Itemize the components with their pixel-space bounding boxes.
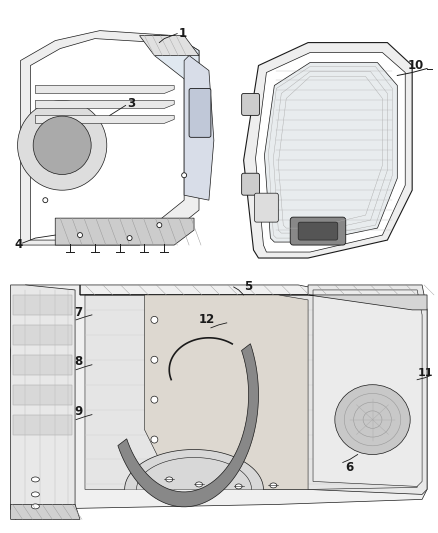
- Polygon shape: [255, 53, 405, 252]
- Ellipse shape: [151, 317, 158, 324]
- Ellipse shape: [32, 477, 39, 482]
- Polygon shape: [11, 504, 80, 519]
- Polygon shape: [313, 290, 422, 487]
- Ellipse shape: [335, 385, 410, 455]
- FancyBboxPatch shape: [242, 173, 259, 195]
- Text: 12: 12: [199, 313, 215, 326]
- Ellipse shape: [43, 198, 48, 203]
- Polygon shape: [308, 285, 427, 495]
- Polygon shape: [13, 415, 72, 434]
- Text: 11: 11: [418, 368, 434, 378]
- Polygon shape: [55, 218, 194, 245]
- Polygon shape: [154, 36, 199, 91]
- Ellipse shape: [151, 356, 158, 364]
- Ellipse shape: [195, 482, 202, 487]
- Polygon shape: [13, 295, 72, 315]
- Ellipse shape: [235, 484, 242, 489]
- Ellipse shape: [151, 396, 158, 403]
- Ellipse shape: [33, 116, 91, 174]
- FancyBboxPatch shape: [189, 88, 211, 138]
- Ellipse shape: [78, 232, 82, 238]
- FancyBboxPatch shape: [242, 93, 259, 116]
- Ellipse shape: [270, 483, 277, 488]
- Polygon shape: [11, 285, 75, 510]
- Ellipse shape: [157, 223, 162, 228]
- Ellipse shape: [32, 492, 39, 497]
- Polygon shape: [35, 116, 174, 123]
- Polygon shape: [13, 325, 72, 345]
- Ellipse shape: [18, 100, 107, 190]
- Polygon shape: [85, 295, 417, 489]
- Polygon shape: [13, 385, 72, 405]
- Polygon shape: [21, 30, 199, 245]
- FancyBboxPatch shape: [254, 193, 278, 222]
- Text: 9: 9: [74, 405, 82, 418]
- Ellipse shape: [127, 236, 132, 240]
- Text: 4: 4: [14, 238, 23, 251]
- Text: 5: 5: [244, 280, 252, 294]
- FancyBboxPatch shape: [298, 222, 338, 240]
- Polygon shape: [30, 38, 184, 240]
- Polygon shape: [265, 62, 397, 242]
- Polygon shape: [244, 43, 412, 258]
- Text: 1: 1: [179, 27, 187, 40]
- Ellipse shape: [166, 477, 173, 482]
- Ellipse shape: [151, 436, 158, 443]
- Ellipse shape: [32, 504, 39, 509]
- Polygon shape: [184, 55, 214, 200]
- Text: 6: 6: [346, 461, 354, 474]
- Polygon shape: [80, 285, 427, 310]
- Polygon shape: [35, 100, 174, 108]
- Polygon shape: [11, 285, 427, 519]
- Text: 3: 3: [127, 97, 136, 110]
- Polygon shape: [13, 355, 72, 375]
- Polygon shape: [140, 36, 199, 55]
- Text: 7: 7: [74, 306, 82, 319]
- Ellipse shape: [182, 173, 187, 177]
- Text: 8: 8: [74, 356, 82, 368]
- Polygon shape: [145, 295, 308, 489]
- Text: 10: 10: [407, 59, 424, 72]
- Polygon shape: [35, 85, 174, 93]
- FancyBboxPatch shape: [290, 217, 346, 245]
- Polygon shape: [118, 344, 258, 507]
